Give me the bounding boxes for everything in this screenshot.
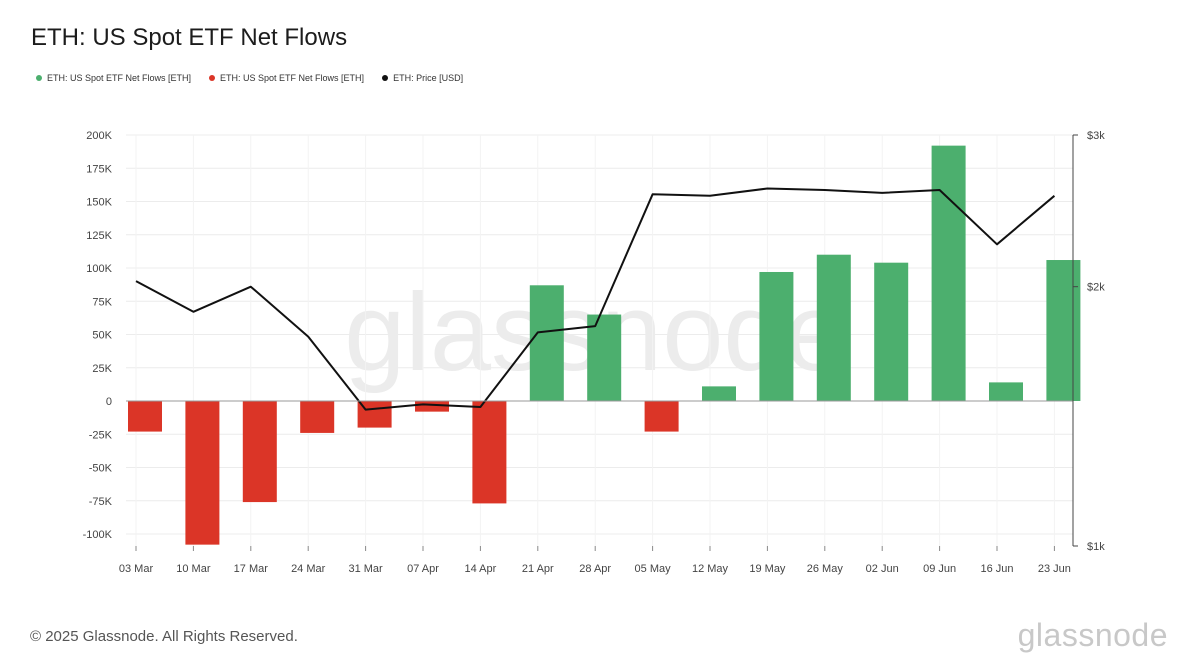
x-tick-label: 14 Apr [464,563,496,575]
flow-bar [128,401,162,432]
glassnode-logo: glassnode [1017,617,1168,653]
y-left-tick-label: -75K [89,496,113,508]
x-tick-label: 24 Mar [291,563,326,575]
y-left-tick-label: -100K [83,529,113,541]
y-left-tick-label: 0 [106,396,112,408]
chart-title: ETH: US Spot ETF Net Flows [31,24,348,51]
y-left-tick-label: 50K [92,330,112,342]
y-right-tick-label: $2k [1087,282,1105,294]
y-left-tick-label: 75K [92,296,112,308]
flow-bar [415,401,449,412]
price-line [135,187,1056,411]
legend-label-inflows: ETH: US Spot ETF Net Flows [ETH] [47,73,192,83]
price-line-group [135,187,1056,411]
legend-item-price[interactable]: ETH: Price [USD] [382,73,463,83]
flow-bar [644,401,679,432]
x-tick-label: 02 Jun [866,563,899,575]
axes: 200K 175K 150K 125K 100K 75K 50K 25K 0 -25K -50K -7… [83,130,1106,575]
x-tick-label: 31 Mar [348,563,383,575]
flow-bar [1046,260,1081,401]
flow-bar [300,401,335,433]
legend-dot-red [209,75,216,81]
x-tick-label: 05 May [635,563,672,575]
y-left-tick-label: 200K [86,130,112,142]
x-tick-label: 17 Mar [234,563,269,575]
x-tick-label: 09 Jun [923,563,956,575]
x-tick-label: 28 Apr [579,563,611,575]
legend-dot-green [36,75,42,81]
y-left-tick-label: -50K [89,463,113,475]
x-tick-label: 07 Apr [407,563,439,575]
copyright-footer: © 2025 Glassnode. All Rights Reserved. [30,628,298,645]
x-tick-label: 21 Apr [522,563,554,575]
x-tick-label: 23 Jun [1038,563,1071,575]
flow-bar [185,401,220,545]
y-left-tick-label: 150K [86,197,112,209]
x-tick-label: 12 May [692,563,729,575]
flow-bar [472,401,507,504]
flow-bar [702,386,736,401]
flow-bar [759,271,794,401]
y-left-tick-label: 25K [92,363,112,375]
flow-bar [931,145,966,401]
x-tick-label: 26 May [807,563,844,575]
x-tick-label: 16 Jun [980,563,1013,575]
flow-bar [874,262,909,401]
y-right-tick-label: $1k [1087,541,1105,553]
flow-bar [816,254,851,401]
legend-item-outflows[interactable]: ETH: US Spot ETF Net Flows [ETH] [209,73,364,83]
x-tick-label: 19 May [749,563,786,575]
y-left-tick-label: 125K [86,230,112,242]
bars [128,145,1081,545]
flow-bar [587,314,622,401]
legend-item-inflows[interactable]: ETH: US Spot ETF Net Flows [ETH] [36,73,191,83]
x-tick-label: 03 Mar [119,563,154,575]
legend-dot-black [382,75,389,81]
y-right-tick-label: $3k [1087,130,1105,142]
x-tick-label: 10 Mar [176,563,211,575]
legend-label-outflows: ETH: US Spot ETF Net Flows [ETH] [220,73,365,83]
legend-label-price: ETH: Price [USD] [393,73,464,83]
y-left-tick-label: 100K [86,263,112,275]
flow-bar [242,401,277,503]
flow-bar [529,285,564,401]
legend: ETH: US Spot ETF Net Flows [ETH] ETH: US… [36,73,463,83]
y-left-tick-label: 175K [86,163,112,175]
y-left-tick-label: -25K [89,429,113,441]
flow-bar [989,382,1023,401]
